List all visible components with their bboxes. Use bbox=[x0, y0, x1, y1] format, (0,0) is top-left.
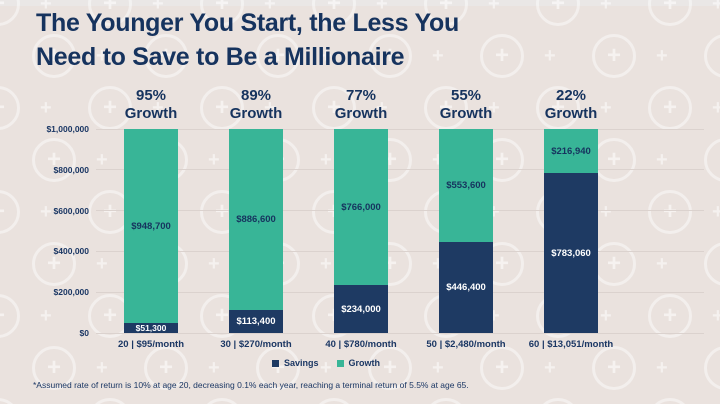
bar-segment-growth: $948,700 bbox=[124, 129, 178, 323]
legend-item: Savings bbox=[271, 358, 319, 368]
bar-group: $766,000 $234,000 bbox=[334, 129, 388, 333]
savings-value-label: $234,000 bbox=[341, 303, 381, 315]
bar-segment-savings: $446,400 bbox=[439, 242, 493, 333]
savings-value-label: $51,300 bbox=[135, 323, 167, 333]
bar-group: $553,600 $446,400 bbox=[439, 129, 493, 333]
legend-label: Growth bbox=[348, 358, 381, 368]
growth-percent: 89% bbox=[240, 87, 272, 104]
growth-percent: 55% bbox=[450, 87, 482, 104]
bar-group: $886,600 $113,400 bbox=[229, 129, 283, 333]
y-axis-tick: $800,000 bbox=[53, 164, 89, 175]
grid-line bbox=[96, 128, 704, 130]
chart-title: The Younger You Start, the Less You Need … bbox=[36, 6, 459, 74]
legend-item: Growth bbox=[336, 358, 381, 368]
growth-value-label: $886,600 bbox=[236, 214, 276, 225]
growth-value-label: $216,940 bbox=[551, 145, 591, 157]
growth-word: Growth bbox=[229, 105, 283, 122]
grid-line bbox=[96, 210, 704, 212]
y-axis-tick: $1,000,000 bbox=[46, 124, 89, 134]
legend-swatch bbox=[271, 359, 279, 367]
bar-group: $216,940 $783,060 bbox=[544, 129, 598, 333]
growth-header: 95% Growth bbox=[91, 87, 211, 123]
growth-word: Growth bbox=[544, 105, 598, 122]
bar-segment-savings: $113,400 bbox=[229, 310, 283, 333]
savings-value-label: $783,060 bbox=[551, 247, 591, 259]
growth-header: 89% Growth bbox=[196, 87, 316, 123]
x-axis-label: 30 | $270/month bbox=[220, 339, 292, 350]
x-axis-label: 20 | $95/month bbox=[117, 339, 184, 350]
grid-line bbox=[96, 332, 704, 334]
bar-segment-growth: $216,940 bbox=[544, 129, 598, 173]
y-axis-tick: $200,000 bbox=[53, 287, 89, 298]
legend-label: Savings bbox=[283, 358, 319, 368]
growth-value-label: $766,000 bbox=[341, 201, 381, 213]
bar-segment-growth: $766,000 bbox=[334, 129, 388, 285]
savings-value-label: $446,400 bbox=[446, 282, 486, 293]
growth-header: 55% Growth bbox=[406, 87, 526, 123]
chart-title-line2: Need to Save to Be a Millionaire bbox=[36, 43, 405, 71]
bar-segment-savings: $234,000 bbox=[334, 285, 388, 333]
chart-legend: Savings Growth bbox=[96, 358, 556, 368]
chart-title-line1: The Younger You Start, the Less You bbox=[36, 9, 459, 37]
growth-percent: 77% bbox=[345, 87, 377, 104]
savings-value-label: $113,400 bbox=[236, 316, 276, 327]
growth-word: Growth bbox=[439, 105, 493, 122]
growth-header: 77% Growth bbox=[301, 87, 421, 123]
top-strip bbox=[0, 0, 720, 6]
growth-value-label: $948,700 bbox=[131, 220, 171, 232]
y-axis-tick: $0 bbox=[79, 328, 89, 338]
grid-line bbox=[96, 169, 704, 171]
bar-segment-growth: $886,600 bbox=[229, 129, 283, 310]
growth-value-label: $553,600 bbox=[446, 180, 486, 191]
legend-swatch bbox=[336, 359, 344, 367]
y-axis-tick: $600,000 bbox=[53, 205, 89, 216]
growth-word: Growth bbox=[124, 105, 178, 122]
bar-segment-savings: $51,300 bbox=[124, 323, 178, 333]
x-axis-label: 40 | $780/month bbox=[325, 339, 397, 350]
grid-line bbox=[96, 291, 704, 293]
x-axis-label: 50 | $2,480/month bbox=[426, 339, 506, 350]
footnote: *Assumed rate of return is 10% at age 20… bbox=[33, 380, 469, 390]
growth-word: Growth bbox=[334, 105, 388, 122]
growth-header: 22% Growth bbox=[511, 87, 631, 123]
bar-segment-growth: $553,600 bbox=[439, 129, 493, 242]
y-axis-tick: $400,000 bbox=[53, 246, 89, 257]
bar-group: $948,700 $51,300 bbox=[124, 129, 178, 333]
grid-line bbox=[96, 250, 704, 252]
growth-percent: 95% bbox=[135, 87, 167, 104]
growth-percent: 22% bbox=[555, 87, 587, 104]
x-axis-label: 60 | $13,051/month bbox=[528, 339, 614, 350]
bar-segment-savings: $783,060 bbox=[544, 173, 598, 333]
